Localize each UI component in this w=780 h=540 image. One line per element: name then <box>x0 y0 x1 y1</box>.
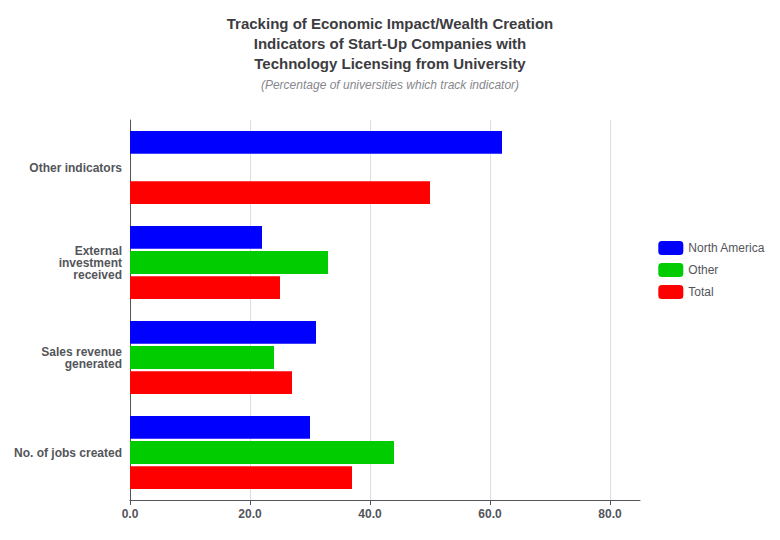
svg-text:Tracking of Economic Impact/We: Tracking of Economic Impact/Wealth Creat… <box>227 15 553 32</box>
svg-text:(Percentage of universities wh: (Percentage of universities which track … <box>261 78 519 92</box>
svg-text:Sales revenue: Sales revenue <box>41 344 122 359</box>
svg-text:Total: Total <box>688 285 713 299</box>
svg-text:generated: generated <box>65 357 122 371</box>
svg-text:No. of jobs created: No. of jobs created <box>14 446 122 460</box>
svg-text:External: External <box>74 243 122 258</box>
svg-text:Indicators of Start-Up Compani: Indicators of Start-Up Companies with <box>254 35 527 52</box>
svg-text:Technology Licensing from Univ: Technology Licensing from University <box>254 55 526 72</box>
svg-text:North America: North America <box>688 241 764 255</box>
svg-text:20.0: 20.0 <box>238 507 262 521</box>
svg-text:80.0: 80.0 <box>598 507 622 521</box>
svg-text:40.0: 40.0 <box>358 507 382 521</box>
svg-text:60.0: 60.0 <box>478 507 502 521</box>
svg-text:0.0: 0.0 <box>122 507 139 521</box>
svg-text:received: received <box>73 268 122 282</box>
svg-text:investment: investment <box>58 255 122 270</box>
svg-text:Other: Other <box>688 263 718 277</box>
svg-text:Other indicators: Other indicators <box>29 161 122 175</box>
